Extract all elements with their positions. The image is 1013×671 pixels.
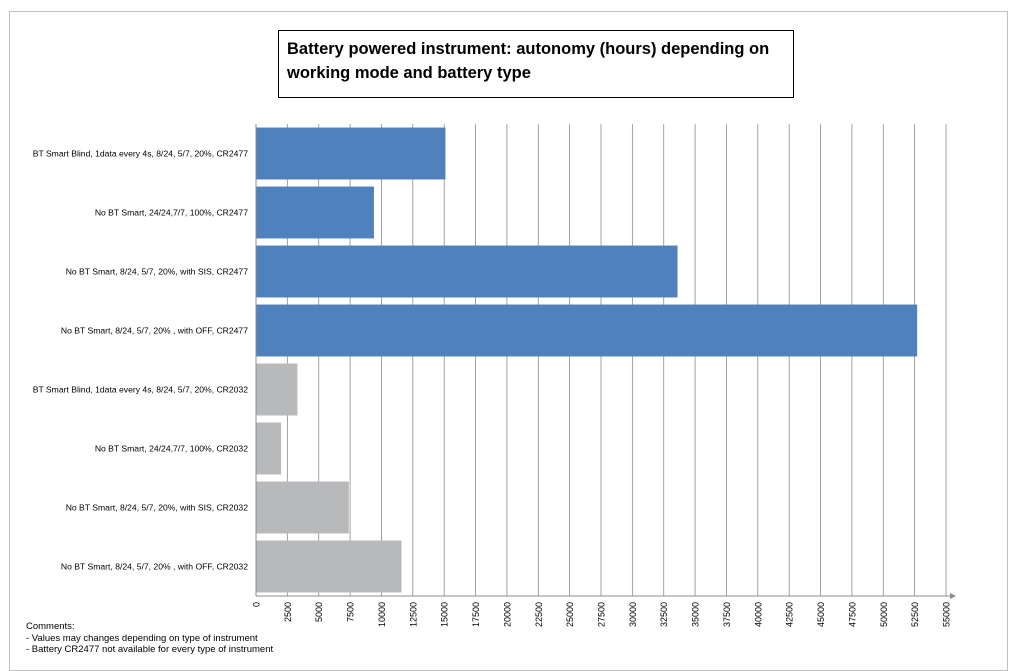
x-tick-label: 50000 [879,602,889,627]
x-tick-label: 10000 [377,602,387,627]
x-tick-label: 42500 [785,602,795,627]
bar [256,481,349,534]
comment-line: - Values may changes depending on type o… [26,632,258,644]
bar [256,127,446,180]
x-tick-label: 45000 [816,602,826,627]
x-tick-label: 22500 [534,602,544,627]
x-tick-label: 25000 [565,602,575,627]
x-tick-label: 35000 [691,602,701,627]
comments-block: Comments: - Values may changes depending… [26,621,273,656]
category-label: No BT Smart, 8/24, 5/7, 20% , with OFF, … [61,326,248,336]
x-tick-label: 20000 [502,602,512,627]
category-label: BT Smart Blind, 1data every 4s, 8/24, 5/… [33,149,249,159]
category-label: BT Smart Blind, 1data every 4s, 8/24, 5/… [33,385,249,395]
x-tick-label: 27500 [597,602,607,627]
x-tick-label: 52500 [910,602,920,627]
x-tick-label: 32500 [659,602,669,627]
axes [255,124,956,599]
x-tick-label: 5000 [314,602,324,622]
bar [256,422,282,475]
comment-line: - Battery CR2477 not available for every… [26,644,274,655]
bar [256,540,402,593]
bar [256,186,374,239]
category-label: No BT Smart, 8/24, 5/7, 20%, with SIS, C… [66,503,249,513]
x-tick-label: 40000 [753,602,763,627]
x-axis-arrow [950,593,956,599]
bar [256,304,918,357]
x-tick-label: 47500 [847,602,857,627]
category-label: No BT Smart, 8/24, 5/7, 20%, with SIS, C… [66,267,249,277]
x-tick-label: 55000 [942,602,952,627]
x-tick-labels: 0 2500 5000 7500 10000 12500 15000 17500 20000 22… [252,602,952,627]
bars [256,127,918,593]
category-labels: BT Smart Blind, 1data every 4s, 8/24, 5/… [33,149,249,572]
chart-title: Battery powered instrument: autonomy (ho… [278,30,794,98]
category-label: No BT Smart, 24/24,7/7, 100%, CR2477 [95,208,248,218]
x-tick-label: 15000 [440,602,450,627]
gridlines [286,124,947,596]
x-tick-label: 7500 [346,602,356,622]
x-tick-label: 12500 [408,602,418,627]
bar [256,363,298,416]
x-tick-label: 2500 [283,602,293,622]
x-tick-label: 0 [252,602,262,607]
category-label: No BT Smart, 8/24, 5/7, 20% , with OFF, … [61,562,248,572]
x-tick-label: 17500 [471,602,481,627]
category-label: No BT Smart, 24/24,7/7, 100%, CR2032 [95,444,248,454]
comments-heading: Comments: [26,621,75,632]
x-tick-label: 30000 [628,602,638,627]
bar [256,245,678,298]
x-tick-label: 37500 [722,602,732,627]
